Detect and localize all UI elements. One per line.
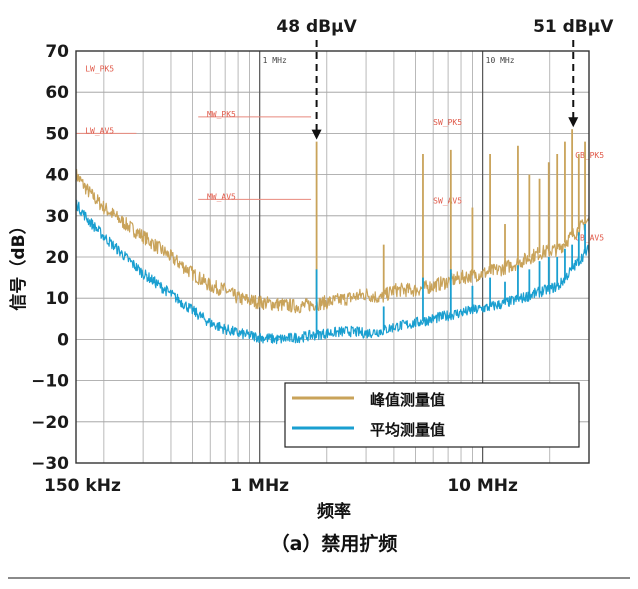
- series-group: [75, 129, 590, 345]
- limit-label: SW_AV5: [433, 196, 462, 205]
- y-tick-label: 60: [45, 83, 69, 103]
- y-tick-label: 50: [45, 124, 69, 144]
- x-tick-label: 1 MHz: [230, 476, 289, 496]
- y-tick-label: 10: [45, 289, 69, 309]
- annotations: 48 dBµV 51 dBµV: [276, 17, 614, 140]
- limit-label: SW_PK5: [433, 118, 462, 127]
- y-tick-label: −10: [31, 372, 69, 392]
- y-tick-label: −30: [31, 454, 69, 474]
- x-tick-label: 150 kHz: [44, 476, 121, 496]
- y-tick-label: 20: [45, 248, 69, 268]
- y-axis-label: 信号（dB）: [8, 217, 29, 310]
- annotation-arrowhead: [568, 117, 579, 128]
- y-tick-label: 40: [45, 166, 69, 186]
- limit-label: MW_PK5: [207, 110, 236, 119]
- x-axis-label: 频率: [317, 501, 351, 522]
- series-average-line: [75, 199, 590, 345]
- limit-label: LW_PK5: [85, 65, 114, 74]
- y-tick-label: 0: [57, 330, 69, 350]
- plot-frame: [75, 50, 590, 464]
- inner-freq-label: 10 MHz: [486, 56, 515, 65]
- limit-label: LW_AV5: [85, 126, 114, 135]
- legend: 峰值测量值 平均测量值: [284, 382, 580, 448]
- legend-label-peak: 峰值测量值: [370, 391, 445, 409]
- y-tick-label: 30: [45, 207, 69, 227]
- inner-freq-label: 1 MHz: [263, 56, 287, 65]
- y-tick-label: 70: [45, 42, 69, 62]
- annotation-arrowhead: [311, 129, 322, 140]
- limit-label: MW_AV5: [207, 192, 236, 201]
- annotation-label: 51 dBµV: [533, 17, 614, 37]
- legend-label-average: 平均测量值: [370, 421, 445, 439]
- x-tick-label: 10 MHz: [447, 476, 518, 496]
- y-tick-label: −20: [31, 413, 69, 433]
- series-peak-line: [75, 168, 590, 314]
- chart-caption: （a）禁用扩频: [271, 532, 398, 555]
- annotation-label: 48 dBµV: [276, 17, 357, 37]
